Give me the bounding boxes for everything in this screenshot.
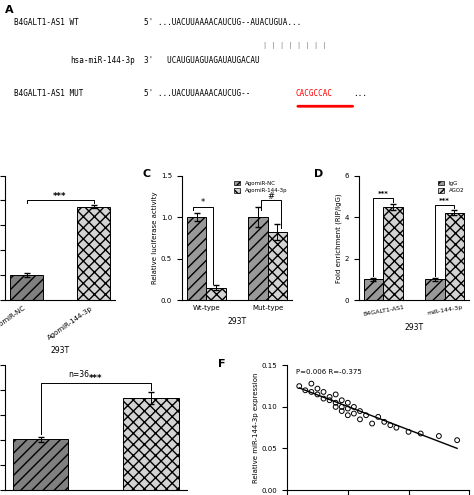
Y-axis label: Relative luciferase activity: Relative luciferase activity <box>152 192 158 284</box>
Text: #: # <box>267 192 274 201</box>
Point <box>356 415 364 423</box>
X-axis label: 293T: 293T <box>50 346 70 355</box>
Text: 3'   UCAUGUAGUAGAUAUGACAU: 3' UCAUGUAGUAGAUAUGACAU <box>144 55 260 65</box>
Point <box>374 413 382 421</box>
Point <box>320 395 328 402</box>
Bar <box>364 280 383 300</box>
Bar <box>10 275 43 300</box>
Text: ***: *** <box>89 374 102 383</box>
Point <box>350 403 358 411</box>
Point <box>320 388 328 396</box>
Bar <box>445 213 464 300</box>
Text: D: D <box>314 169 324 179</box>
Text: P=0.006 R=-0.375: P=0.006 R=-0.375 <box>296 369 362 375</box>
Text: hsa-miR-144-3p: hsa-miR-144-3p <box>70 55 135 65</box>
Legend: IgG, AGO2: IgG, AGO2 <box>435 178 466 196</box>
Bar <box>77 207 110 300</box>
Point <box>368 420 376 428</box>
Text: 5' ...UACUUAAAACAUCUG--: 5' ...UACUUAAAACAUCUG-- <box>144 90 250 99</box>
Text: | | | | | | | |: | | | | | | | | <box>263 42 326 49</box>
Point <box>362 411 370 419</box>
Point <box>350 409 358 417</box>
Point <box>308 388 315 396</box>
Point <box>344 404 352 412</box>
Text: 5' ...UACUUAAAACAUCUG--AUACUGUA...: 5' ...UACUUAAAACAUCUG--AUACUGUA... <box>144 18 301 27</box>
Point <box>314 391 321 398</box>
Point <box>295 382 303 390</box>
Point <box>453 436 461 444</box>
Text: ***: *** <box>439 198 450 204</box>
Point <box>435 432 443 440</box>
Point <box>326 396 333 404</box>
Bar <box>13 439 68 490</box>
X-axis label: 293T: 293T <box>404 323 424 332</box>
Bar <box>123 398 179 490</box>
Point <box>338 407 346 415</box>
Point <box>344 399 352 407</box>
Point <box>332 391 339 398</box>
Bar <box>425 280 445 300</box>
Text: B4GALT1-AS1 MUT: B4GALT1-AS1 MUT <box>14 90 83 99</box>
Point <box>344 411 352 419</box>
Text: CACGCCAC: CACGCCAC <box>295 90 332 99</box>
Point <box>326 393 333 401</box>
Y-axis label: Fold enrichment (RIP/IgG): Fold enrichment (RIP/IgG) <box>335 193 342 283</box>
Text: n=36: n=36 <box>69 370 90 379</box>
Point <box>417 430 425 438</box>
Point <box>332 399 339 407</box>
Bar <box>187 217 206 300</box>
Point <box>314 385 321 393</box>
X-axis label: 293T: 293T <box>228 317 246 326</box>
Text: ***: *** <box>378 192 389 198</box>
Text: A: A <box>5 5 13 15</box>
Point <box>308 380 315 388</box>
Bar <box>248 217 268 300</box>
Point <box>386 421 394 429</box>
Text: C: C <box>143 169 151 179</box>
Point <box>356 407 364 415</box>
Text: F: F <box>218 359 225 369</box>
Point <box>301 386 309 394</box>
Y-axis label: Relative miR-144-3p expression: Relative miR-144-3p expression <box>253 372 259 483</box>
Point <box>332 403 339 411</box>
Point <box>338 403 346 411</box>
Text: ...: ... <box>353 90 367 99</box>
Point <box>381 418 388 426</box>
Text: B4GALT1-AS1 WT: B4GALT1-AS1 WT <box>14 18 79 27</box>
Point <box>392 424 400 432</box>
Bar <box>268 232 287 300</box>
Text: *: * <box>201 198 205 207</box>
Bar <box>206 288 226 300</box>
Legend: AgomiR-NC, AgomiR-144-3p: AgomiR-NC, AgomiR-144-3p <box>231 178 290 196</box>
Point <box>338 396 346 404</box>
Text: ***: *** <box>53 192 67 201</box>
Bar <box>383 207 403 300</box>
Point <box>405 428 412 436</box>
